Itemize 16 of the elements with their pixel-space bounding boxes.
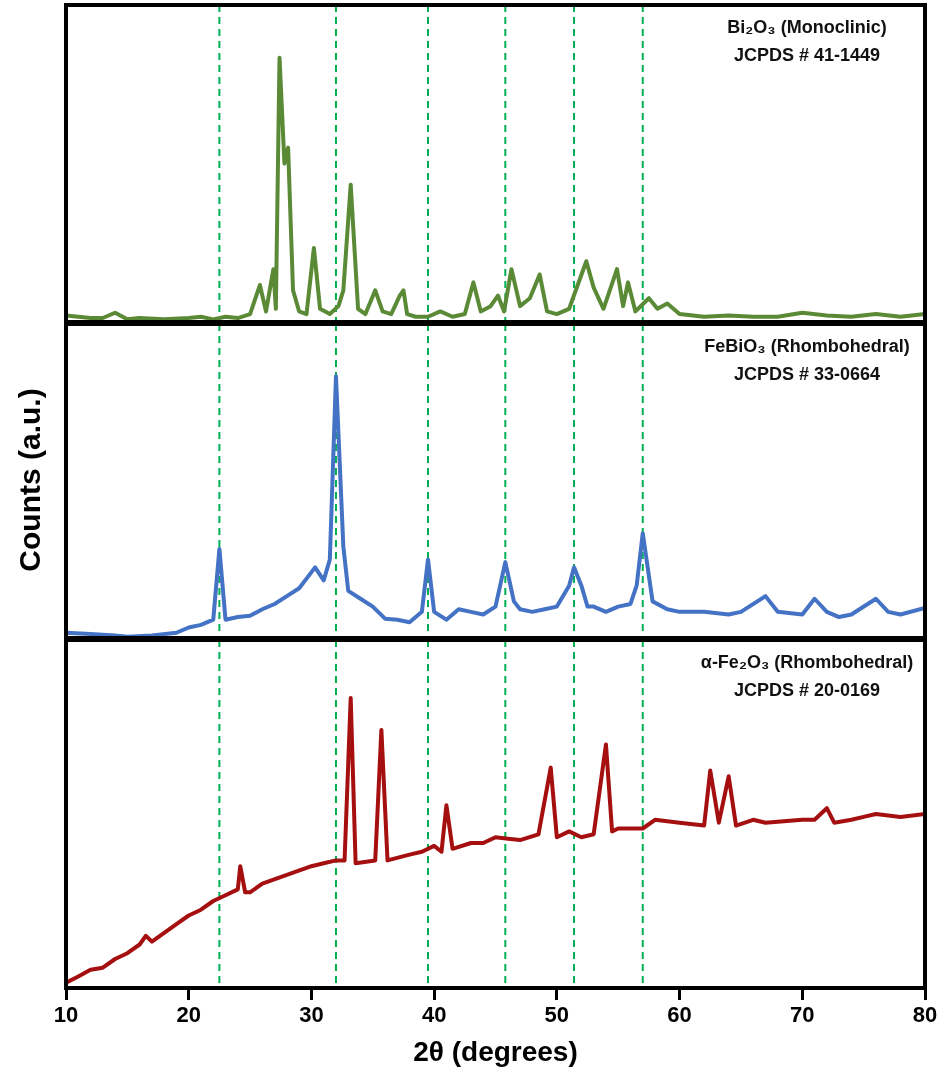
x-tick-label: 80 — [912, 1002, 938, 1028]
x-tick-label: 30 — [299, 1002, 324, 1028]
annotation: JCPDS # 20-0169 — [733, 679, 881, 700]
y-axis-title: Counts (a.u.) — [13, 388, 47, 572]
x-tick-label: 10 — [53, 1002, 79, 1028]
text: Bi₂O₃ (Monoclinic) — [727, 16, 887, 37]
x-tick-label: 70 — [790, 1002, 815, 1028]
x-tick-label: 40 — [421, 1002, 447, 1028]
text: α-Fe₂O₃ (Rhombohedral) — [700, 651, 914, 672]
text: FeBiO₃ (Rhombohedral) — [704, 335, 910, 356]
x-tick-label: 50 — [544, 1002, 570, 1028]
x-axis-title: 2θ (degrees) — [413, 1035, 578, 1067]
x-tick-label: 20 — [176, 1002, 201, 1028]
x-tick-label: 60 — [667, 1002, 692, 1028]
annotation: JCPDS # 33-0664 — [733, 363, 881, 384]
annotation: JCPDS # 41-1449 — [733, 44, 881, 65]
